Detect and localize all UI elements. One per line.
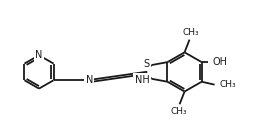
Text: OH: OH: [213, 57, 228, 67]
Text: CH₃: CH₃: [220, 80, 236, 89]
Text: NH: NH: [135, 75, 150, 85]
Text: S: S: [143, 59, 150, 69]
Text: N: N: [86, 75, 93, 85]
Text: CH₃: CH₃: [182, 28, 199, 37]
Text: N: N: [35, 50, 43, 60]
Text: CH₃: CH₃: [170, 107, 187, 116]
